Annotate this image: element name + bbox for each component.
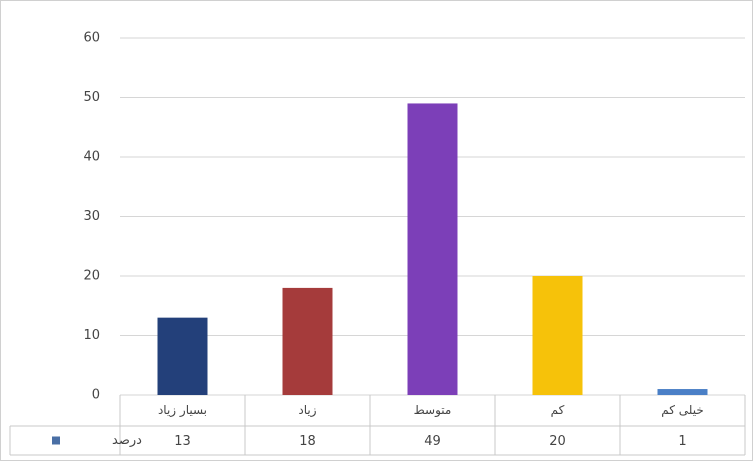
y-tick-label: 30 [83, 209, 100, 224]
table-value: 20 [549, 434, 566, 449]
bar [408, 103, 458, 395]
bar [658, 389, 708, 395]
y-tick-label: 40 [83, 150, 100, 165]
legend-marker [52, 437, 60, 445]
y-tick-label: 10 [83, 328, 100, 343]
bar [533, 276, 583, 395]
page: 0 10 20 30 40 50 60 درصد 13 18 49 20 1 بسیار زیاد زیاد… [0, 0, 753, 461]
x-tick-label: خیلی کم [661, 403, 704, 417]
table-value: 18 [299, 434, 316, 449]
x-tick-label: کم [551, 403, 565, 417]
y-tick-label: 0 [92, 388, 100, 403]
table-value: 13 [174, 434, 191, 449]
bar [283, 288, 333, 395]
bar [158, 318, 208, 395]
y-tick-label: 60 [83, 31, 100, 46]
table-value: 49 [424, 434, 441, 449]
legend-label: درصد [112, 433, 142, 448]
table-value: 1 [678, 434, 686, 449]
x-tick-label: زیاد [298, 403, 316, 418]
x-tick-label: بسیار زیاد [158, 403, 207, 418]
y-tick-label: 20 [83, 269, 100, 284]
chart: 0 10 20 30 40 50 60 درصد 13 18 49 20 1 بسیار زیاد زیاد… [0, 0, 753, 461]
y-tick-label: 50 [83, 90, 100, 105]
x-tick-label: متوسط [414, 403, 452, 418]
chart-border [1, 1, 753, 461]
